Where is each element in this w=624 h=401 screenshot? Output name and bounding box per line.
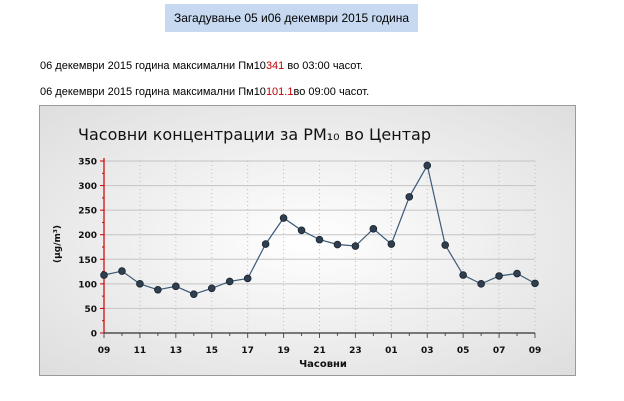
data-point — [136, 280, 144, 288]
data-point — [423, 161, 432, 170]
x-tick-label: 07 — [493, 346, 506, 356]
x-tick-label: 13 — [170, 346, 183, 356]
series-pm10 — [100, 161, 539, 298]
data-point — [189, 290, 198, 298]
max-line-1: 06 декември 2015 година максимални Пм103… — [40, 60, 363, 72]
y-tick-label: 250 — [78, 207, 97, 217]
x-tick-label: 11 — [134, 346, 147, 356]
y-tick-label: 200 — [78, 231, 97, 241]
y-axis-label: (µg/m³) — [53, 225, 63, 263]
data-point — [100, 271, 108, 279]
x-tick-label: 21 — [313, 346, 326, 356]
data-point — [369, 225, 378, 233]
x-axis-label: Часовни — [299, 359, 347, 370]
data-point — [405, 193, 414, 201]
data-point — [315, 235, 324, 244]
max-line-2-suffix: во 09:00 часот. — [293, 86, 370, 98]
data-point — [459, 271, 467, 279]
y-tick-label: 50 — [84, 305, 97, 315]
chart-frame: Часовни концентрации за PM₁₀ во Центар (… — [39, 105, 576, 376]
y-tick-labels: 0 50 100 150 200 250 300 350 — [78, 158, 97, 340]
chart-title: Часовни концентрации за PM₁₀ во Центар — [78, 125, 431, 144]
axes — [100, 158, 536, 338]
max-line-2: 06 декември 2015 година максимални Пм101… — [40, 86, 369, 98]
data-point — [118, 267, 126, 275]
data-point — [351, 242, 360, 250]
x-tick-label: 17 — [241, 346, 254, 356]
chart-background — [40, 106, 575, 375]
pm10-line-chart: Часовни концентрации за PM₁₀ во Центар (… — [40, 106, 575, 375]
x-tick-label: 09 — [98, 346, 111, 356]
x-tick-label: 03 — [421, 346, 434, 356]
x-tick-label: 23 — [349, 346, 362, 356]
x-tick-label: 19 — [277, 346, 290, 356]
x-tick-label: 15 — [205, 346, 218, 356]
x-tick-label: 09 — [529, 346, 542, 356]
max-line-2-value: 101.1 — [265, 86, 294, 98]
data-point — [477, 280, 485, 288]
max-line-1-suffix: во 03:00 часот. — [284, 60, 364, 72]
max-line-2-prefix: 06 декември 2015 година максимални Пм10 — [40, 86, 266, 98]
page-banner: Загадување 05 и06 декември 2015 година — [165, 4, 418, 32]
x-tick-labels: 09 11 13 15 17 19 21 23 01 03 05 07 09 — [98, 346, 542, 356]
data-point — [225, 277, 234, 286]
y-tick-label: 100 — [78, 280, 97, 290]
max-line-1-value: 341 — [265, 60, 285, 72]
y-tick-label: 300 — [78, 182, 97, 192]
max-line-1-prefix: 06 декември 2015 година максимални Пм10 — [40, 60, 266, 72]
data-point — [261, 240, 270, 248]
data-point — [172, 282, 180, 291]
data-point — [154, 285, 162, 294]
y-tick-label: 350 — [78, 158, 97, 168]
data-point — [387, 240, 396, 248]
data-point — [297, 226, 306, 235]
y-tick-label: 0 — [91, 330, 97, 340]
data-point — [333, 240, 342, 249]
data-point — [495, 272, 503, 280]
data-point — [513, 269, 521, 278]
data-point — [531, 279, 539, 288]
data-point — [243, 274, 252, 283]
y-tick-label: 150 — [78, 256, 97, 266]
data-point — [441, 241, 450, 249]
data-point — [279, 214, 288, 222]
x-tick-label: 05 — [457, 346, 470, 356]
x-tick-label: 01 — [385, 346, 398, 356]
data-point — [207, 284, 216, 293]
